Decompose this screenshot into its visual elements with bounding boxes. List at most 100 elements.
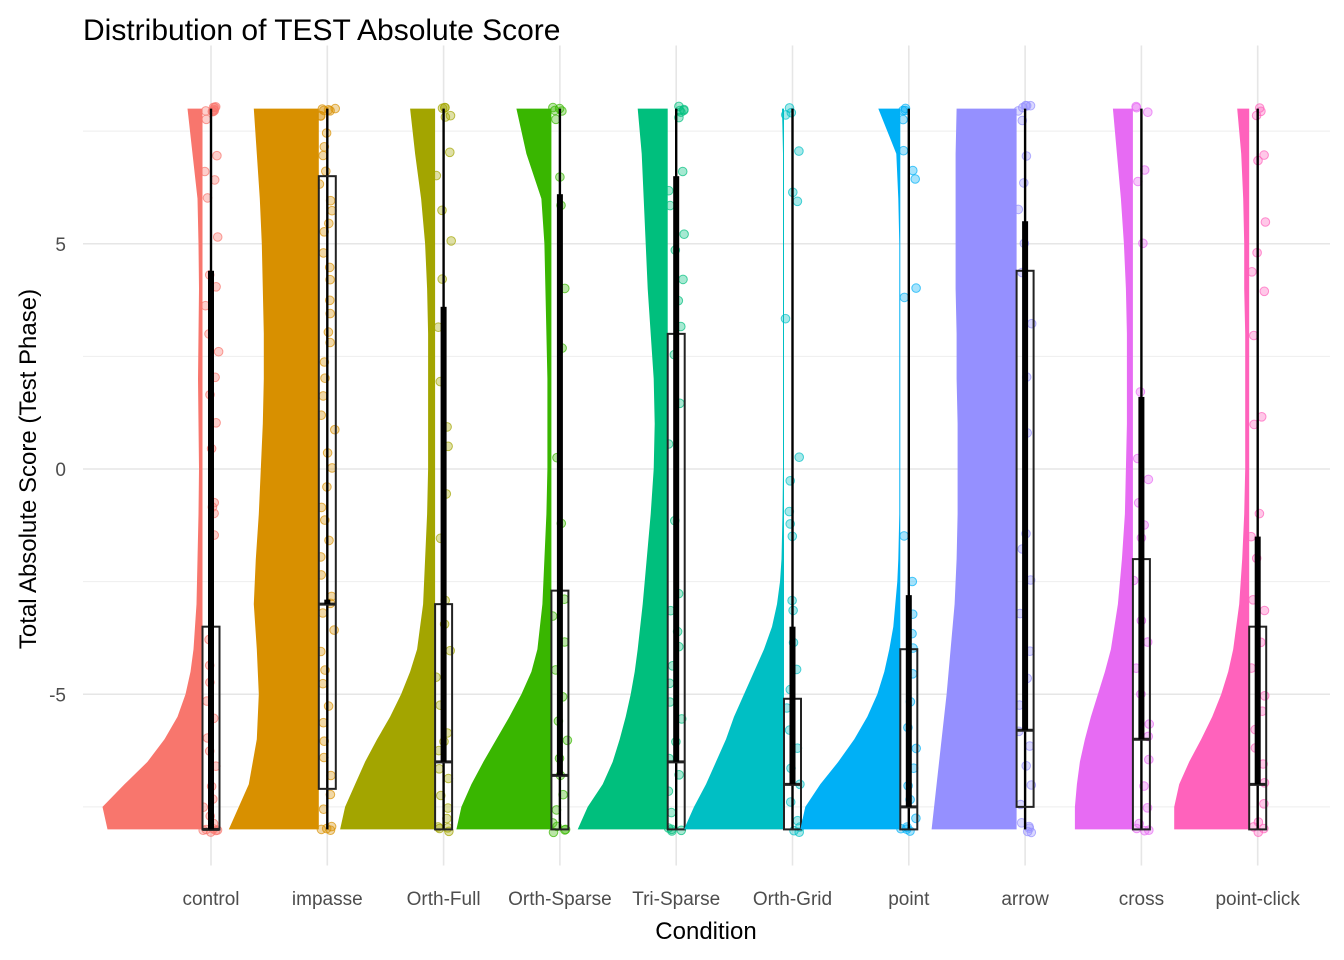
x-tick-label: impasse [292,889,363,910]
data-point [1259,150,1269,160]
condition-group-Orth-Full [340,102,457,837]
data-point [212,232,223,242]
data-point [1026,318,1037,329]
data-point [678,274,688,285]
x-axis-title: Condition [655,918,756,945]
data-point [664,678,675,689]
box [317,175,337,790]
data-point [794,452,805,463]
data-point [437,205,447,216]
density-cloud [1174,108,1250,830]
condition-group-cross [1074,101,1154,836]
data-point [1143,107,1153,117]
data-point [437,274,448,284]
data-point [1246,531,1256,542]
data-point [785,797,796,807]
data-point [1254,508,1265,519]
data-point [789,825,799,836]
mean-bar [440,306,447,762]
y-tick-label: 5 [55,235,66,256]
data-point [318,678,328,689]
data-point [899,531,909,541]
condition-group-Orth-Grid [684,103,805,838]
data-point [1138,238,1148,249]
data-point [324,218,334,229]
mean-bar [905,595,912,807]
condition-group-impasse [228,103,341,836]
data-point [899,292,910,303]
density-cloud [456,108,552,830]
data-point [445,147,455,158]
data-point [1260,217,1271,227]
mean-bar [1254,536,1261,785]
mean-bar [324,599,331,605]
data-point [663,185,674,196]
data-point [446,236,457,246]
data-point [911,743,922,754]
density-cloud [228,108,319,830]
data-point [443,803,453,813]
density-cloud [577,108,668,830]
data-point [898,114,908,125]
mean-bar [789,626,796,785]
data-point [780,313,791,324]
data-point [207,106,218,117]
data-point [440,112,451,122]
mean-bar [1022,221,1029,731]
data-point [550,105,560,116]
data-point [1021,151,1032,161]
condition-group-point-click [1174,103,1271,838]
data-point [324,535,334,546]
data-point [434,764,445,774]
density-cloud [340,108,436,830]
density-cloud [102,108,203,830]
data-point [1019,178,1029,188]
y-axis: -5 0 5 [49,235,66,707]
mean-bar [1138,396,1145,740]
data-point [316,646,326,657]
data-point [794,146,804,156]
data-point [440,102,450,113]
density-cloud [684,108,784,830]
x-tick-label: Orth-Grid [753,889,832,910]
data-point [445,645,456,656]
data-point [315,111,326,121]
x-tick-label: Orth-Sparse [508,889,611,910]
data-point [201,114,212,125]
data-point [665,200,675,211]
data-point [323,105,334,115]
density-cloud [1074,108,1133,830]
data-point [329,625,339,635]
x-tick-label: control [182,889,239,910]
data-point [1144,754,1154,765]
data-point [323,701,334,711]
data-point [674,101,684,112]
y-tick-label: -5 [49,685,66,706]
x-tick-label: arrow [1001,889,1049,910]
data-point [1259,605,1270,616]
data-point [200,166,210,177]
data-point [792,196,803,207]
data-point [898,145,909,156]
data-point [547,611,558,621]
plot-marks [102,100,1271,838]
data-point [321,166,331,177]
x-tick-label: Tri-Sparse [632,889,720,910]
chart-title: Distribution of TEST Absolute Score [83,14,560,47]
x-tick-label: point [888,889,930,910]
condition-group-point [800,103,922,836]
data-point [780,110,791,120]
data-point [911,813,921,824]
mean-bar [208,270,214,830]
density-cloud [931,108,1017,830]
data-point [911,283,921,293]
data-point [1013,106,1024,116]
x-tick-label: Orth-Full [407,889,481,910]
condition-group-Tri-Sparse [577,101,689,836]
data-point [1247,267,1257,277]
data-point [677,166,688,177]
mean-bar [673,176,680,762]
data-point [1143,474,1154,485]
y-axis-title: Total Absolute Score (Test Phase) [15,289,42,649]
